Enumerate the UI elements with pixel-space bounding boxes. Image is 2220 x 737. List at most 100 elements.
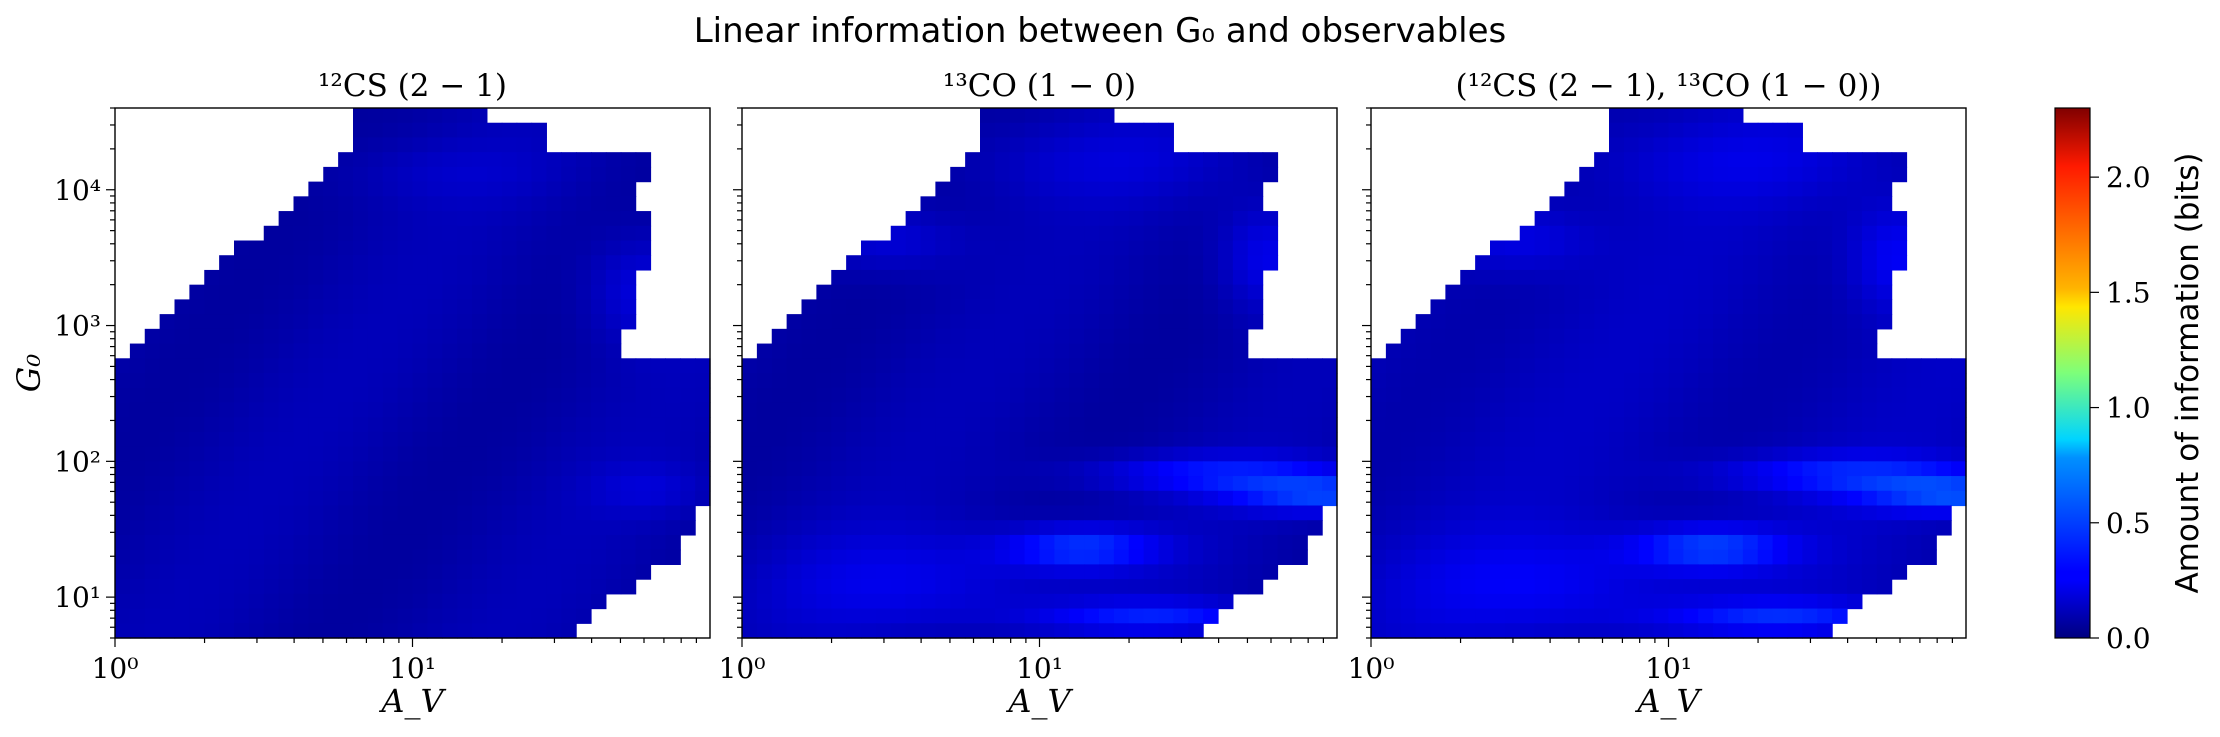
heatmap-cell — [680, 476, 695, 491]
heatmap-cell — [1054, 196, 1069, 211]
heatmap-cell — [1564, 506, 1579, 521]
heatmap-cell — [965, 211, 980, 226]
heatmap-cell — [308, 270, 323, 285]
heatmap-cell — [413, 358, 428, 373]
heatmap-cell — [353, 182, 368, 197]
heatmap-cell — [772, 344, 787, 359]
heatmap-cell — [980, 299, 995, 314]
heatmap-cell — [294, 432, 309, 447]
heatmap-cell — [1386, 623, 1401, 638]
heatmap-cell — [1624, 461, 1639, 476]
heatmap-cell — [413, 299, 428, 314]
heatmap-cell — [130, 344, 145, 359]
heatmap-cell — [502, 299, 517, 314]
heatmap-cell — [802, 506, 817, 521]
heatmap-cell — [1788, 152, 1803, 167]
heatmap-cell — [383, 535, 398, 550]
heatmap-cell — [1129, 609, 1144, 624]
heatmap-cell — [816, 344, 831, 359]
heatmap-cell — [965, 388, 980, 403]
heatmap-cell — [1520, 623, 1535, 638]
heatmap-cell — [1788, 167, 1803, 182]
heatmap-cell — [249, 417, 264, 432]
heatmap-cell — [130, 623, 145, 638]
heatmap-cell — [1550, 432, 1565, 447]
heatmap-cell — [1847, 299, 1862, 314]
heatmap-cell — [1654, 373, 1669, 388]
heatmap-cell — [487, 432, 502, 447]
x-axis-label: A_V — [1005, 682, 1073, 720]
heatmap-cell — [861, 491, 876, 506]
heatmap-cell — [1550, 241, 1565, 256]
heatmap-cell — [1594, 623, 1609, 638]
heatmap-cell — [145, 432, 160, 447]
heatmap-cell — [517, 476, 532, 491]
heatmap-cell — [398, 241, 413, 256]
heatmap-cell — [1550, 373, 1565, 388]
heatmap-cell — [1099, 550, 1114, 565]
heatmap-cell — [323, 285, 338, 300]
heatmap-cell — [264, 594, 279, 609]
heatmap-cell — [1847, 329, 1862, 344]
heatmap-cell — [1520, 373, 1535, 388]
heatmap-cell — [323, 476, 338, 491]
heatmap-cell — [576, 152, 591, 167]
heatmap-cell — [1847, 241, 1862, 256]
heatmap-cell — [383, 417, 398, 432]
heatmap-cell — [1401, 329, 1416, 344]
heatmap-cell — [1114, 123, 1129, 138]
heatmap-cell — [742, 358, 757, 373]
heatmap-cell — [1460, 579, 1475, 594]
heatmap-cell — [1639, 520, 1654, 535]
heatmap-cell — [308, 373, 323, 388]
heatmap-cell — [130, 476, 145, 491]
heatmap-cell — [950, 167, 965, 182]
heatmap-cell — [1773, 476, 1788, 491]
heatmap-cell — [1683, 255, 1698, 270]
heatmap-cell — [442, 535, 457, 550]
heatmap-cell — [787, 358, 802, 373]
heatmap-cell — [1564, 329, 1579, 344]
heatmap-cell — [935, 211, 950, 226]
heatmap-cell — [1758, 167, 1773, 182]
heatmap-cell — [1698, 152, 1713, 167]
heatmap-cell — [995, 137, 1010, 152]
heatmap-cell — [831, 329, 846, 344]
heatmap-cell — [1040, 329, 1055, 344]
heatmap-cell — [1490, 285, 1505, 300]
heatmap-cell — [1698, 594, 1713, 609]
heatmap-cell — [368, 123, 383, 138]
heatmap-cell — [368, 447, 383, 462]
heatmap-cell — [1159, 432, 1174, 447]
heatmap-cell — [906, 579, 921, 594]
heatmap-cell — [427, 579, 442, 594]
heatmap-cell — [1129, 417, 1144, 432]
heatmap-cell — [561, 196, 576, 211]
heatmap-cell — [876, 506, 891, 521]
heatmap-cell — [1802, 535, 1817, 550]
heatmap-cell — [576, 299, 591, 314]
heatmap-cell — [621, 388, 636, 403]
heatmap-cell — [457, 285, 472, 300]
heatmap-cell — [323, 623, 338, 638]
heatmap-cell — [1203, 506, 1218, 521]
heatmap-cell — [413, 579, 428, 594]
heatmap-cell — [1892, 417, 1907, 432]
heatmap-cell — [876, 432, 891, 447]
heatmap-cell — [1877, 550, 1892, 565]
heatmap-cell — [1713, 152, 1728, 167]
heatmap-cell — [1292, 417, 1307, 432]
heatmap-cell — [1114, 609, 1129, 624]
heatmap-cell — [1802, 623, 1817, 638]
heatmap-cell — [1579, 388, 1594, 403]
heatmap-cell — [906, 609, 921, 624]
heatmap-cell — [1817, 432, 1832, 447]
heatmap-cell — [906, 491, 921, 506]
heatmap-cell — [965, 344, 980, 359]
heatmap-cell — [935, 182, 950, 197]
heatmap-cell — [906, 520, 921, 535]
heatmap-cell — [532, 373, 547, 388]
heatmap-cell — [935, 491, 950, 506]
heatmap-cell — [1129, 123, 1144, 138]
heatmap-cell — [1129, 447, 1144, 462]
